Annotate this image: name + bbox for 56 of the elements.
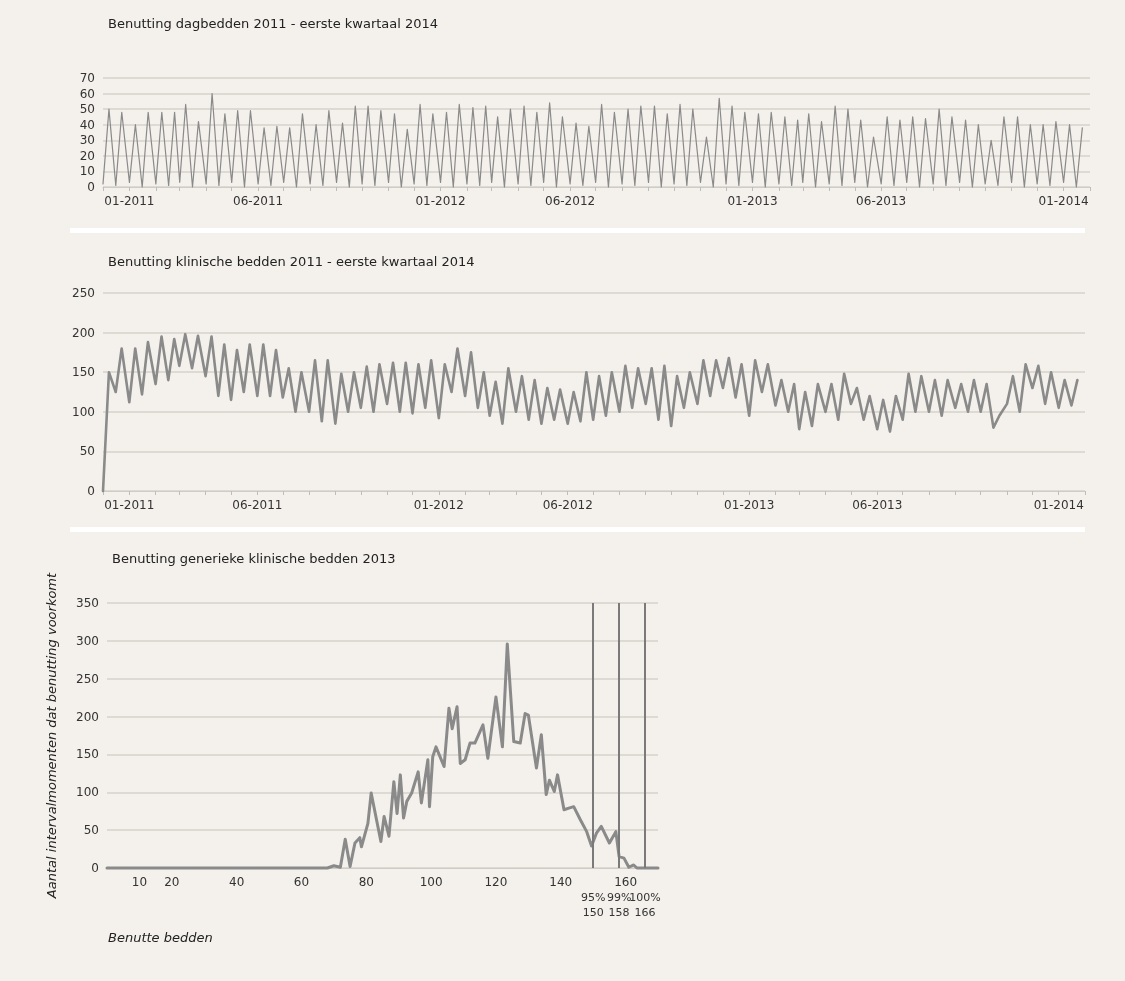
x-tick-label: 80 xyxy=(358,875,374,889)
x-tick-label: 06-2013 xyxy=(856,194,907,208)
ref-line-label: 95% 150 xyxy=(580,891,606,919)
y-tick-label: 60 xyxy=(79,86,95,101)
y-tick-label: 250 xyxy=(72,286,95,300)
y-tick-label: 0 xyxy=(87,484,95,498)
x-tick-label: 60 xyxy=(293,875,310,889)
y-tick-label: 100 xyxy=(72,404,95,419)
line-series xyxy=(102,92,1083,188)
x-tick-label: 20 xyxy=(164,875,180,889)
y-tick-label: 300 xyxy=(76,633,99,648)
chart-title: Benutting klinische bedden 2011 - eerste kwartaal 2014 xyxy=(108,254,475,269)
x-tick-label: 06-2012 xyxy=(542,498,593,512)
x-tick-label: 01-2011 xyxy=(104,498,155,512)
y-tick-label: 50 xyxy=(79,444,95,459)
x-tick-label: 100 xyxy=(419,875,443,889)
x-tick-label: 01-2012 xyxy=(415,194,466,208)
y-tick-label: 200 xyxy=(76,709,99,724)
x-tick-label: 120 xyxy=(484,875,508,889)
chart-title: Benutting dagbedden 2011 - eerste kwartaal 2014 xyxy=(108,16,439,31)
y-tick-label: 70 xyxy=(79,71,95,85)
y-tick-label: 350 xyxy=(76,596,99,610)
x-tick-label: 06-2011 xyxy=(232,498,283,512)
x-tick-label: 140 xyxy=(549,875,573,889)
line-series xyxy=(105,642,660,870)
x-axis-title: Benutte bedden xyxy=(108,930,213,945)
y-tick-label: 0 xyxy=(91,861,99,875)
x-tick-label: 01-2013 xyxy=(724,498,775,512)
y-tick-label: 150 xyxy=(72,365,95,380)
x-tick-label: 01-2014 xyxy=(1038,194,1089,208)
y-axis-title: Aantal intervalmomenten dat benutting voorkomt xyxy=(44,571,59,900)
y-tick-label: 20 xyxy=(79,148,95,163)
x-tick-label: 06-2013 xyxy=(852,498,903,512)
x-tick-label: 06-2012 xyxy=(545,194,596,208)
x-tick-label: 160 xyxy=(614,875,638,889)
y-tick-label: 50 xyxy=(79,102,95,117)
y-tick-label: 150 xyxy=(76,747,99,762)
x-tick-label: 01-2014 xyxy=(1033,498,1084,512)
y-tick-label: 50 xyxy=(83,823,99,838)
x-tick-label: 06-2011 xyxy=(233,194,284,208)
y-tick-label: 0 xyxy=(87,180,95,194)
line-series xyxy=(101,332,1079,493)
x-tick-label: 01-2012 xyxy=(413,498,464,512)
y-tick-label: 30 xyxy=(79,133,95,148)
x-tick-label: 40 xyxy=(229,875,245,889)
y-tick-label: 100 xyxy=(76,785,99,800)
y-tick-label: 250 xyxy=(76,671,99,686)
y-tick-label: 10 xyxy=(79,164,95,179)
x-tick-label: 10 xyxy=(131,875,148,889)
chart-title: Benutting generieke klinische bedden 2013 xyxy=(112,551,396,566)
x-tick-label: 01-2013 xyxy=(727,194,778,208)
y-tick-label: 40 xyxy=(79,117,95,132)
y-tick-label: 200 xyxy=(72,325,95,340)
ref-line-label: 100% 166 xyxy=(629,891,661,919)
x-tick-label: 01-2011 xyxy=(104,194,155,208)
ref-line-label: 99% 158 xyxy=(606,891,632,919)
